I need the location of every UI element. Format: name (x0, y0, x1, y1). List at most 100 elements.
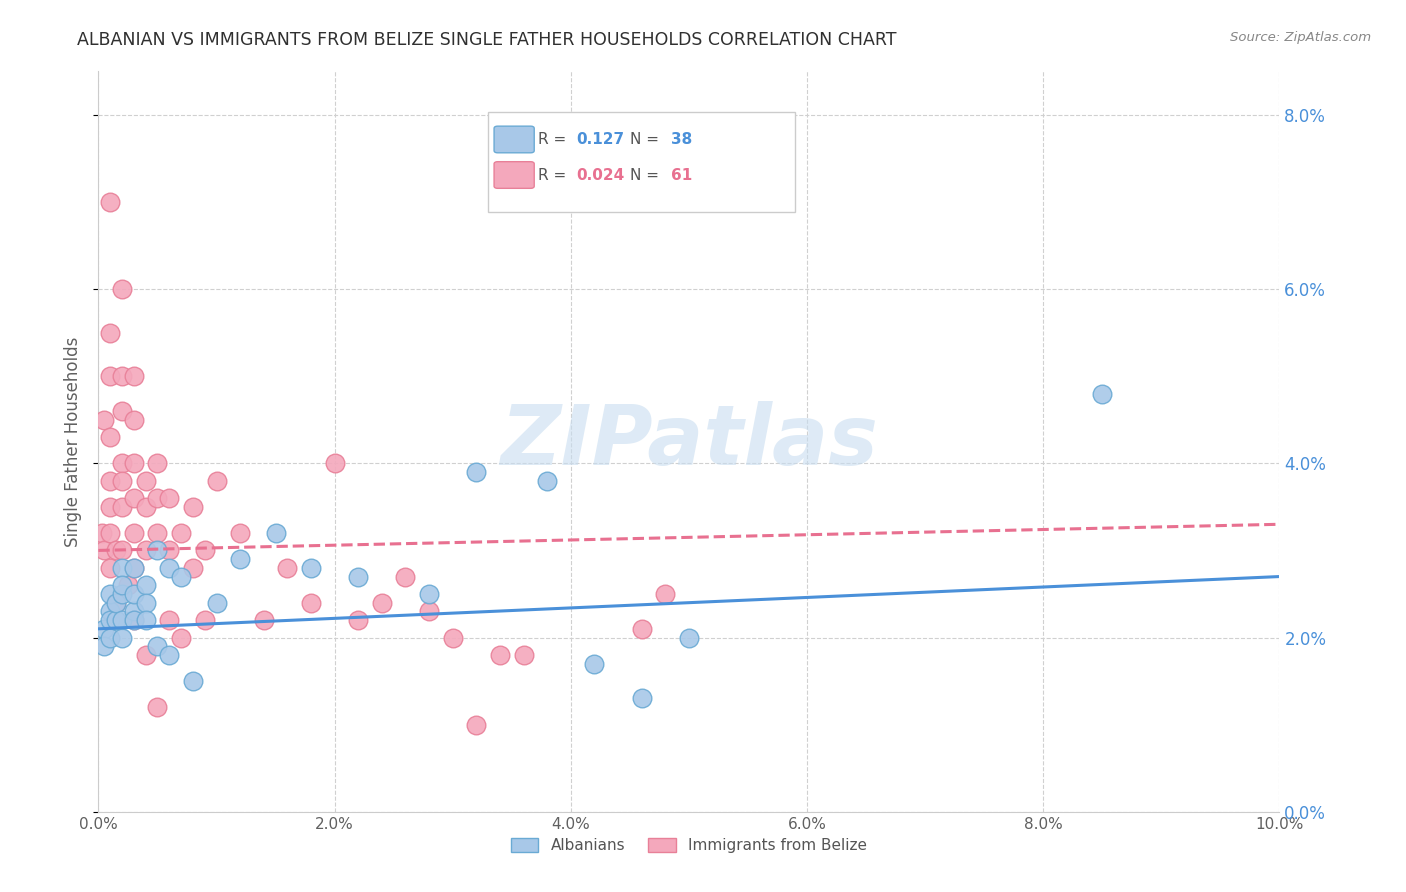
Point (105, 613, 128, 627)
Point (105, 596, 128, 610)
Point (93, 639, 115, 653)
Point (146, 543, 169, 558)
Point (146, 456, 169, 470)
Point (122, 526, 145, 541)
Point (111, 282, 134, 296)
Text: N =: N = (630, 168, 664, 183)
Point (194, 613, 217, 627)
Point (105, 543, 128, 558)
Point (157, 648, 180, 662)
Point (465, 465, 488, 479)
FancyBboxPatch shape (494, 161, 534, 188)
Point (170, 631, 193, 645)
Point (122, 587, 145, 601)
Point (441, 631, 464, 645)
Text: Source: ZipAtlas.com: Source: ZipAtlas.com (1230, 31, 1371, 45)
Point (98, 369, 121, 384)
FancyBboxPatch shape (494, 126, 534, 153)
Point (264, 526, 287, 541)
Point (347, 613, 370, 627)
Text: N =: N = (630, 132, 664, 147)
Point (105, 596, 128, 610)
Point (98, 613, 121, 627)
Point (630, 691, 652, 706)
Point (111, 561, 134, 575)
Point (122, 413, 145, 427)
Point (489, 648, 512, 662)
Point (135, 613, 157, 627)
Point (135, 543, 157, 558)
Point (122, 369, 145, 384)
Point (654, 587, 676, 601)
Point (111, 587, 134, 601)
Point (111, 578, 134, 592)
Point (205, 474, 228, 488)
Point (253, 613, 276, 627)
Point (146, 491, 169, 505)
Point (122, 491, 145, 505)
Point (91, 526, 114, 541)
Y-axis label: Single Father Households: Single Father Households (65, 336, 83, 547)
Point (205, 596, 228, 610)
Point (98, 430, 121, 444)
Point (122, 613, 145, 627)
Point (98, 500, 121, 514)
Point (157, 491, 180, 505)
Point (170, 526, 193, 541)
Point (465, 717, 488, 731)
Point (122, 561, 145, 575)
Point (93, 622, 115, 636)
Point (135, 578, 157, 592)
Point (98, 194, 121, 209)
Point (111, 474, 134, 488)
Point (98, 561, 121, 575)
Point (111, 404, 134, 418)
Point (135, 596, 157, 610)
Point (117, 578, 139, 592)
Point (146, 639, 169, 653)
Point (299, 561, 322, 575)
Point (418, 604, 440, 618)
Text: ZIPatlas: ZIPatlas (501, 401, 877, 482)
Point (512, 648, 534, 662)
Text: R =: R = (537, 168, 571, 183)
Point (181, 561, 204, 575)
Point (678, 631, 700, 645)
Point (323, 456, 346, 470)
Point (122, 456, 145, 470)
Point (394, 569, 416, 583)
Point (122, 613, 145, 627)
Point (98, 526, 121, 541)
Point (181, 500, 204, 514)
Text: ALBANIAN VS IMMIGRANTS FROM BELIZE SINGLE FATHER HOUSEHOLDS CORRELATION CHART: ALBANIAN VS IMMIGRANTS FROM BELIZE SINGL… (77, 31, 897, 49)
Text: R =: R = (537, 132, 571, 147)
Point (111, 543, 134, 558)
Point (93, 543, 115, 558)
Point (146, 526, 169, 541)
Point (111, 613, 134, 627)
Point (93, 413, 115, 427)
Point (299, 596, 322, 610)
Point (146, 700, 169, 714)
Point (98, 604, 121, 618)
Text: 0.127: 0.127 (576, 132, 624, 147)
Point (98, 474, 121, 488)
Point (122, 561, 145, 575)
FancyBboxPatch shape (488, 112, 796, 212)
Point (583, 657, 606, 671)
Text: 38: 38 (671, 132, 693, 147)
Point (194, 543, 217, 558)
Point (276, 561, 298, 575)
Point (229, 552, 252, 566)
Point (98, 631, 121, 645)
Point (170, 569, 193, 583)
Point (229, 526, 252, 541)
Point (122, 604, 145, 618)
Point (630, 622, 652, 636)
Point (135, 648, 157, 662)
Point (98, 326, 121, 340)
Point (111, 369, 134, 384)
Point (111, 456, 134, 470)
Legend: Albanians, Immigrants from Belize: Albanians, Immigrants from Belize (505, 832, 873, 860)
Point (371, 596, 394, 610)
